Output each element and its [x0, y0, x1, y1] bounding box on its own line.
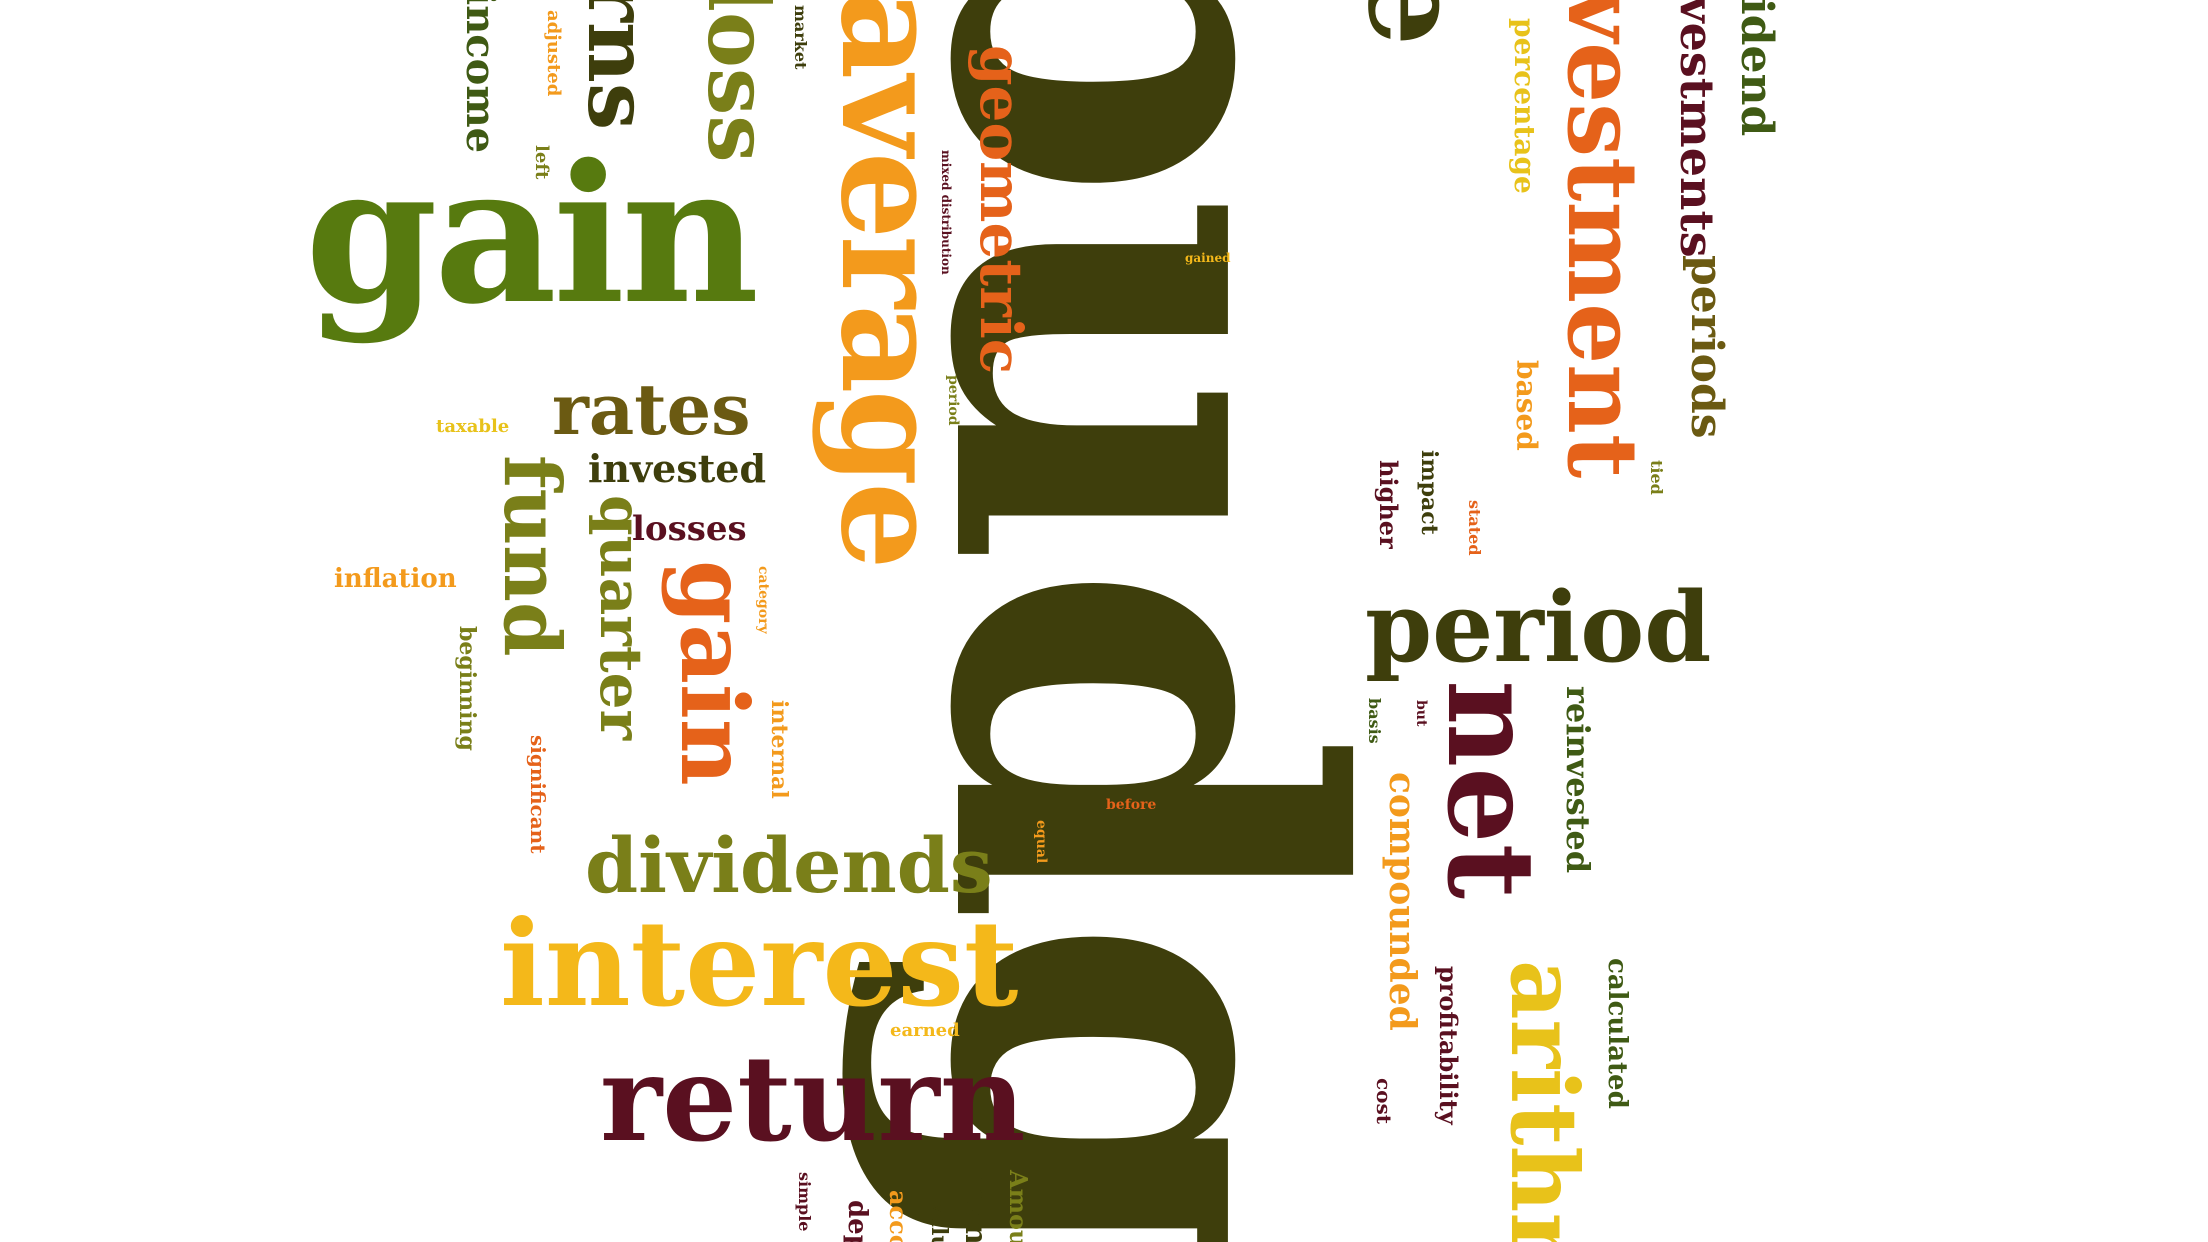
word-percentage: percentage: [1508, 18, 1541, 194]
word-category: category: [755, 566, 771, 634]
word-arithmetic: arithmetic: [1490, 960, 1598, 1242]
word-compounded: compounded: [1381, 772, 1423, 1031]
word-account: account: [884, 1190, 913, 1242]
word-periods: periods: [1681, 255, 1732, 439]
word-inflation: inflation: [334, 564, 457, 594]
word-before: before: [1106, 797, 1157, 813]
word-interest: interest: [500, 894, 1019, 1033]
word-simple: simple: [795, 1172, 814, 1232]
word-dividend: dividend: [1731, 0, 1782, 137]
word-investments: investments: [1670, 0, 1724, 258]
word-higher: higher: [1374, 460, 1403, 549]
word-value-small: value: [926, 1200, 952, 1242]
word-taxable: taxable: [436, 416, 510, 437]
word-return: return: [600, 1029, 1026, 1168]
word-average: average: [810, 0, 973, 566]
word-net: net: [1420, 680, 1561, 900]
word-loss: loss: [689, 0, 788, 163]
word-fund: fund: [486, 455, 577, 657]
word-equal: equal: [1033, 820, 1049, 864]
word-calculated: calculated: [1602, 958, 1632, 1109]
word-investment: investment: [1546, 0, 1659, 479]
word-earned: earned: [890, 1020, 960, 1041]
word-internal: internal: [766, 700, 792, 799]
word-returns: returns: [569, 0, 668, 130]
word-gain-small: gain: [660, 560, 768, 786]
word-amount: Amount: [1004, 1170, 1033, 1242]
word-basis: basis: [1365, 698, 1384, 744]
word-impact: impact: [1416, 450, 1442, 535]
word-gained: gained: [1185, 251, 1231, 265]
word-gain-large: gain: [305, 123, 759, 346]
word-mixed-distribution: mixed distribution: [939, 150, 953, 275]
word-significant: significant: [526, 735, 550, 854]
word-market: market: [791, 5, 810, 70]
word-profitability: profitability: [1434, 966, 1463, 1125]
word-value-top: value: [1339, 0, 1492, 46]
word-based: based: [1510, 360, 1543, 451]
word-rates: rates: [552, 368, 751, 451]
word-financial: financial: [958, 1160, 993, 1242]
word-cost: cost: [1372, 1078, 1396, 1125]
word-invested: invested: [588, 446, 767, 491]
word-geometric: geometric: [967, 45, 1035, 375]
word-period-small: period: [945, 375, 961, 426]
word-left: left: [531, 145, 552, 180]
word-stated: stated: [1465, 500, 1484, 556]
word-but: but: [1413, 700, 1429, 727]
word-income: income: [457, 0, 504, 154]
word-adjusted: adjusted: [543, 10, 564, 97]
word-beginning: beginning: [454, 626, 480, 751]
word-dividends: dividends: [585, 821, 993, 910]
word-period: period: [1365, 571, 1712, 684]
word-deposit: deposit: [842, 1200, 872, 1242]
word-reinvested: reinvested: [1559, 686, 1597, 874]
word-tied: tied: [1647, 460, 1666, 495]
word-losses: losses: [632, 509, 747, 549]
